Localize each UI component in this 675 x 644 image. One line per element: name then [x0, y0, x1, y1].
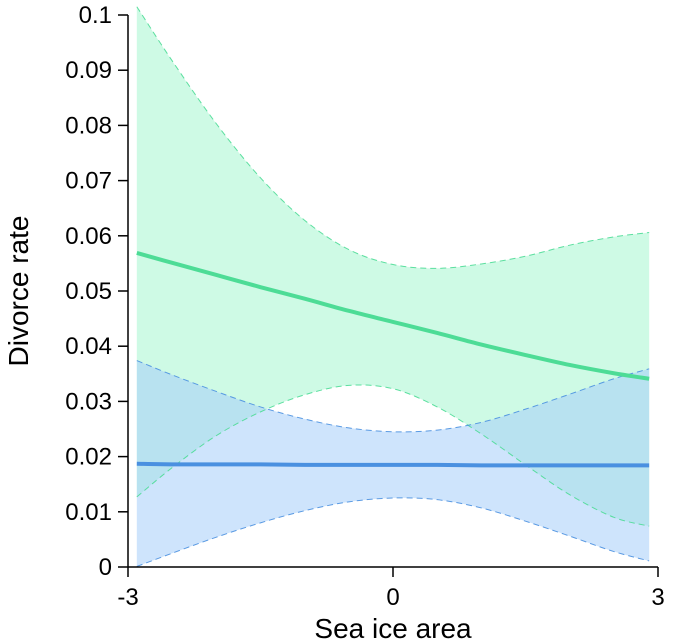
band-lower-edge-1 — [136, 384, 650, 527]
y-tick-label: 0.05 — [65, 278, 112, 305]
confidence-band-edges — [136, 6, 650, 567]
x-axis-label: Sea ice area — [314, 613, 472, 644]
y-axis-label: Divorce rate — [3, 216, 34, 367]
y-tick-label: 0.02 — [65, 444, 112, 471]
y-tick-label: 0.06 — [65, 223, 112, 250]
series-line-2 — [136, 461, 650, 468]
y-tick-label: 0.1 — [79, 2, 112, 29]
y-tick-label: 0.04 — [65, 333, 112, 360]
x-ticks: -3 0 3 — [117, 567, 665, 611]
y-tick-label: 0.09 — [65, 57, 112, 84]
band-upper-edge-1 — [136, 6, 650, 269]
y-ticks: 0 0.01 0.02 0.03 0.04 0.05 0.06 0.07 0.08 0.09 0.1 — [65, 2, 128, 581]
y-tick-label: 0.01 — [65, 499, 112, 526]
series-lines — [136, 250, 650, 468]
y-tick-label: 0 — [99, 554, 112, 581]
x-tick-label: -3 — [117, 584, 138, 611]
confidence-band-1 — [136, 6, 650, 527]
y-tick-label: 0.07 — [65, 168, 112, 195]
x-tick-label: 0 — [386, 584, 399, 611]
y-tick-label: 0.08 — [65, 112, 112, 139]
x-tick-label: 3 — [651, 584, 664, 611]
band-upper-edge-2 — [136, 360, 650, 433]
y-tick-label: 0.03 — [65, 388, 112, 415]
series-line-1 — [136, 250, 650, 381]
band-lower-edge-2 — [136, 497, 650, 567]
confidence-bands — [136, 6, 650, 567]
